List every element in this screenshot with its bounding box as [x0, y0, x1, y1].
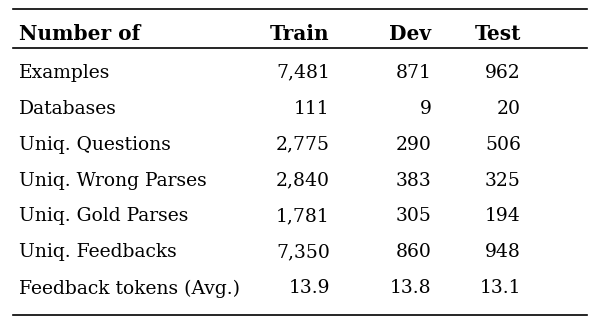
- Text: 7,350: 7,350: [276, 243, 330, 261]
- Text: Dev: Dev: [389, 24, 431, 44]
- Text: 290: 290: [395, 135, 431, 154]
- Text: Train: Train: [270, 24, 330, 44]
- Text: 383: 383: [395, 171, 431, 190]
- Text: Uniq. Wrong Parses: Uniq. Wrong Parses: [19, 171, 207, 190]
- Text: 9: 9: [419, 99, 431, 118]
- Text: Uniq. Questions: Uniq. Questions: [19, 135, 171, 154]
- Text: 506: 506: [485, 135, 521, 154]
- Text: 1,781: 1,781: [276, 207, 330, 226]
- Text: 2,840: 2,840: [276, 171, 330, 190]
- Text: Feedback tokens (Avg.): Feedback tokens (Avg.): [19, 279, 241, 297]
- Text: 325: 325: [485, 171, 521, 190]
- Text: Databases: Databases: [19, 99, 117, 118]
- Text: 111: 111: [294, 99, 330, 118]
- Text: 305: 305: [395, 207, 431, 226]
- Text: 7,481: 7,481: [276, 64, 330, 82]
- Text: 20: 20: [497, 99, 521, 118]
- Text: Test: Test: [475, 24, 521, 44]
- Text: 194: 194: [485, 207, 521, 226]
- Text: Uniq. Feedbacks: Uniq. Feedbacks: [19, 243, 177, 261]
- Text: Uniq. Gold Parses: Uniq. Gold Parses: [19, 207, 188, 226]
- Text: 860: 860: [395, 243, 431, 261]
- Text: 13.8: 13.8: [390, 279, 431, 297]
- Text: 871: 871: [395, 64, 431, 82]
- Text: 13.9: 13.9: [289, 279, 330, 297]
- Text: 962: 962: [485, 64, 521, 82]
- Text: Number of: Number of: [19, 24, 140, 44]
- Text: 2,775: 2,775: [276, 135, 330, 154]
- Text: 13.1: 13.1: [479, 279, 521, 297]
- Text: Examples: Examples: [19, 64, 110, 82]
- Text: 948: 948: [485, 243, 521, 261]
